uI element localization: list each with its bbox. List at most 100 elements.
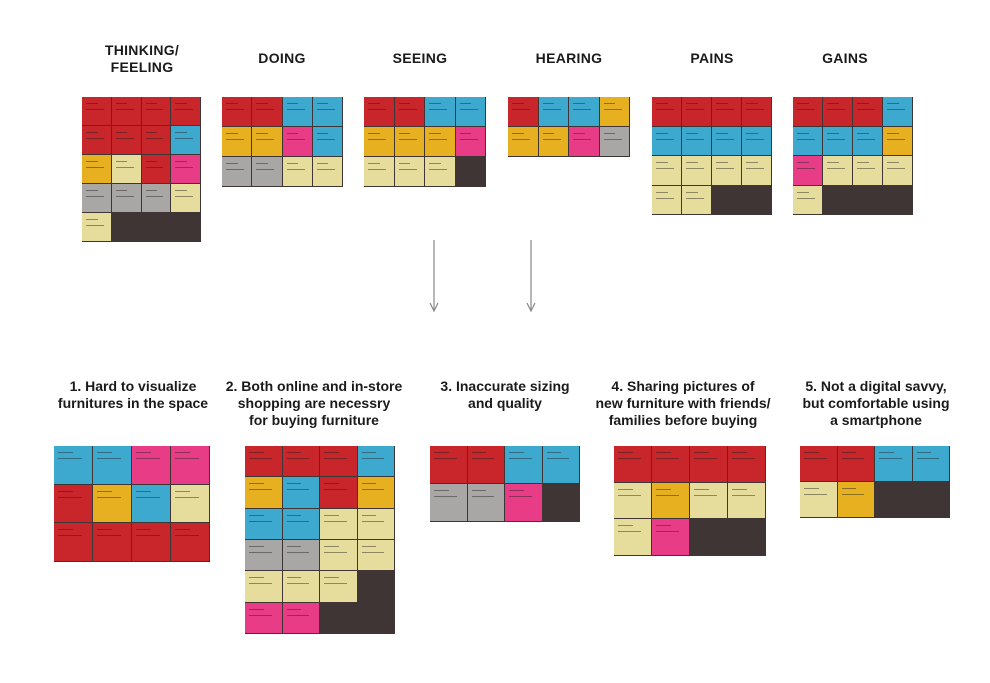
sticky-note-cream [614, 482, 651, 519]
sticky-note-red [364, 97, 394, 126]
sticky-note-grey [430, 484, 467, 521]
sticky-note-pink [171, 155, 200, 183]
sticky-note-red [837, 446, 874, 481]
sticky-note-blue [312, 127, 342, 156]
sticky-note-red [823, 97, 852, 126]
sticky-note-cream [742, 156, 771, 185]
sticky-note-cream [823, 156, 852, 185]
sticky-note-cream [690, 482, 727, 519]
sticky-board-insight-1 [54, 446, 210, 562]
sticky-board-insight-3 [430, 446, 580, 522]
sticky-note-pink [282, 127, 312, 156]
sticky-note-yellow [394, 127, 424, 156]
sticky-note-red [54, 523, 92, 561]
sticky-note-grey [141, 184, 171, 212]
category-label-gains: GAINS [822, 50, 868, 66]
sticky-note-cream [82, 213, 111, 241]
sticky-note-cream [652, 156, 681, 185]
sticky-note-yellow [837, 482, 874, 517]
sticky-note-red [111, 97, 141, 125]
sticky-note-red [728, 446, 765, 482]
sticky-note-red [467, 446, 504, 483]
sticky-note-blue [542, 446, 579, 483]
sticky-note-red [54, 484, 92, 523]
sticky-note-red [141, 97, 171, 125]
sticky-note-red [430, 446, 467, 483]
sticky-note-cream [652, 185, 681, 214]
sticky-note-blue [425, 97, 455, 126]
sticky-note-red [171, 523, 209, 561]
sticky-board-insight-2 [245, 446, 395, 634]
sticky-note-yellow [652, 482, 689, 519]
sticky-note-blue [875, 446, 912, 481]
sticky-note-cream [883, 156, 912, 185]
sticky-note-pink [505, 484, 542, 521]
sticky-board-gains [793, 97, 913, 215]
sticky-note-blue [569, 97, 599, 126]
sticky-board-pains [652, 97, 772, 215]
sticky-note-pink [282, 602, 319, 633]
sticky-note-blue [282, 477, 319, 508]
sticky-note-red [82, 97, 111, 125]
sticky-board-insight-4 [614, 446, 766, 556]
sticky-note-grey [467, 484, 504, 521]
sticky-note-pink [245, 602, 282, 633]
sticky-note-red [652, 97, 681, 126]
sticky-note-yellow [357, 477, 394, 508]
sticky-note-pink [793, 156, 822, 185]
sticky-board-seeing [364, 97, 486, 187]
sticky-note-cream [793, 185, 822, 214]
sticky-note-yellow [599, 97, 629, 126]
sticky-note-blue [455, 97, 485, 126]
sticky-note-cream [853, 156, 882, 185]
down-arrow-left [429, 240, 439, 313]
sticky-note-grey [245, 540, 282, 571]
sticky-note-grey [282, 540, 319, 571]
sticky-note-blue [54, 446, 92, 484]
sticky-note-cream [320, 571, 357, 602]
sticky-note-red [320, 446, 357, 477]
category-label-seeing: SEEING [392, 50, 448, 66]
sticky-note-blue [712, 126, 741, 155]
sticky-note-red [614, 446, 651, 482]
sticky-note-yellow [364, 127, 394, 156]
sticky-note-cream [282, 571, 319, 602]
sticky-note-red [320, 477, 357, 508]
sticky-note-red [252, 97, 282, 126]
sticky-note-cream [728, 482, 765, 519]
sticky-note-yellow [82, 155, 111, 183]
category-label-hearing: HEARING [535, 50, 603, 66]
sticky-note-blue [853, 126, 882, 155]
sticky-note-blue [505, 446, 542, 483]
sticky-note-red [141, 155, 171, 183]
sticky-note-cream [357, 508, 394, 539]
sticky-note-blue [282, 97, 312, 126]
sticky-note-red [394, 97, 424, 126]
sticky-note-grey [252, 157, 282, 186]
sticky-note-yellow [538, 127, 568, 156]
sticky-note-red [111, 126, 141, 154]
sticky-note-blue [883, 97, 912, 126]
sticky-note-grey [82, 184, 111, 212]
sticky-note-pink [652, 519, 689, 555]
sticky-note-cream [800, 482, 837, 517]
sticky-note-blue [357, 446, 394, 477]
sticky-note-cream [682, 185, 711, 214]
sticky-note-red [245, 446, 282, 477]
sticky-note-cream [320, 540, 357, 571]
sticky-note-red [712, 97, 741, 126]
sticky-note-cream [111, 155, 141, 183]
sticky-note-red [682, 97, 711, 126]
sticky-note-yellow [93, 484, 131, 523]
sticky-note-pink [171, 446, 209, 484]
sticky-note-blue [682, 126, 711, 155]
sticky-note-red [93, 523, 131, 561]
sticky-note-yellow [245, 477, 282, 508]
sticky-note-blue [132, 484, 170, 523]
sticky-note-blue [538, 97, 568, 126]
sticky-note-yellow [252, 127, 282, 156]
sticky-note-red [853, 97, 882, 126]
sticky-note-blue [93, 446, 131, 484]
sticky-note-blue [823, 126, 852, 155]
sticky-note-red [800, 446, 837, 481]
